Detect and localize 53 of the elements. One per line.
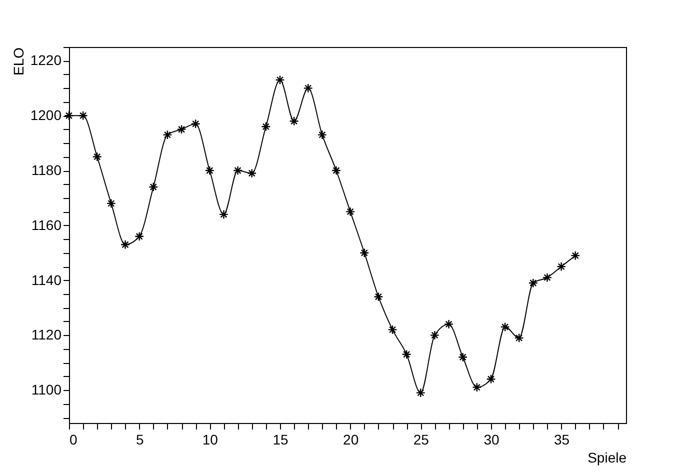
y-axis-title: ELO xyxy=(10,47,26,76)
point xyxy=(472,382,482,392)
point xyxy=(247,168,257,178)
x-tick-label: 35 xyxy=(554,432,570,448)
y-tick-label: 1220 xyxy=(30,52,62,68)
y-tick-label: 1100 xyxy=(31,382,62,398)
point xyxy=(204,166,214,176)
y-tick-label: 1180 xyxy=(31,162,62,178)
point xyxy=(261,122,271,132)
point xyxy=(346,206,356,216)
point xyxy=(402,350,412,360)
point xyxy=(360,248,370,258)
point xyxy=(317,130,327,140)
point xyxy=(218,210,229,220)
point xyxy=(148,182,158,192)
point xyxy=(556,262,566,272)
point xyxy=(78,110,88,120)
y-tick-label: 1200 xyxy=(30,107,62,124)
point xyxy=(162,130,172,140)
x-tick-label: 30 xyxy=(484,432,500,448)
point xyxy=(458,352,468,362)
point xyxy=(528,278,538,288)
x-tick-label: 15 xyxy=(272,432,288,448)
point xyxy=(416,388,426,398)
point xyxy=(120,240,130,250)
x-tick-label: 5 xyxy=(136,432,144,448)
point xyxy=(486,374,496,384)
x-tick-label: 20 xyxy=(343,432,359,448)
point xyxy=(331,166,342,176)
point xyxy=(542,272,552,282)
point xyxy=(190,119,200,129)
point xyxy=(570,250,580,260)
point xyxy=(176,124,186,134)
point xyxy=(233,166,243,176)
point xyxy=(134,232,144,242)
x-axis-title: Spiele xyxy=(588,450,627,466)
point xyxy=(500,322,510,332)
y-tick-label: 1140 xyxy=(31,272,62,288)
point xyxy=(388,324,398,334)
point xyxy=(275,75,285,85)
point xyxy=(289,116,299,126)
y-tick-label: 1160 xyxy=(31,216,62,233)
point xyxy=(430,330,440,340)
point xyxy=(303,83,313,93)
x-tick-label: 0 xyxy=(70,432,78,448)
y-tick-label: 1120 xyxy=(31,326,62,343)
x-tick-label: 10 xyxy=(202,432,218,448)
point xyxy=(374,292,384,302)
point xyxy=(92,152,102,162)
x-tick-label: 25 xyxy=(413,432,430,448)
point xyxy=(514,333,524,343)
point xyxy=(444,319,454,329)
point xyxy=(106,198,116,208)
